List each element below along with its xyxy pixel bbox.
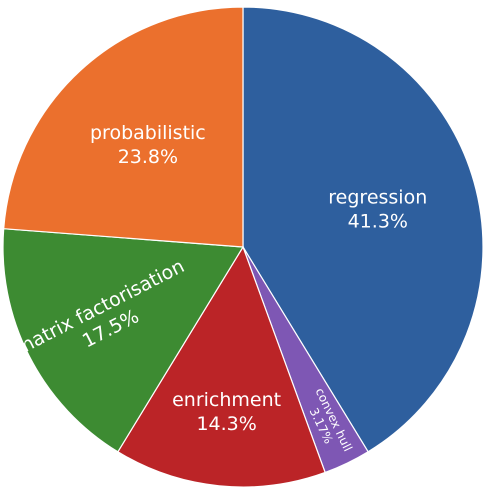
- pie-slice-enrichment: [117, 245, 326, 488]
- slice-value-regression: 41.3%: [348, 211, 408, 233]
- slices-layer: [2, 6, 484, 488]
- pie-slice-probabilistic: [3, 6, 244, 248]
- slice-name-probabilistic: probabilistic: [90, 122, 206, 144]
- slice-value-probabilistic: 23.8%: [118, 146, 178, 168]
- slice-name-enrichment: enrichment: [172, 389, 281, 411]
- pie-slice-regression: [242, 6, 484, 453]
- slice-name-regression: regression: [328, 187, 427, 209]
- pie-slice-matrix-factorisation: [2, 228, 245, 453]
- slice-value-enrichment: 14.3%: [196, 413, 256, 435]
